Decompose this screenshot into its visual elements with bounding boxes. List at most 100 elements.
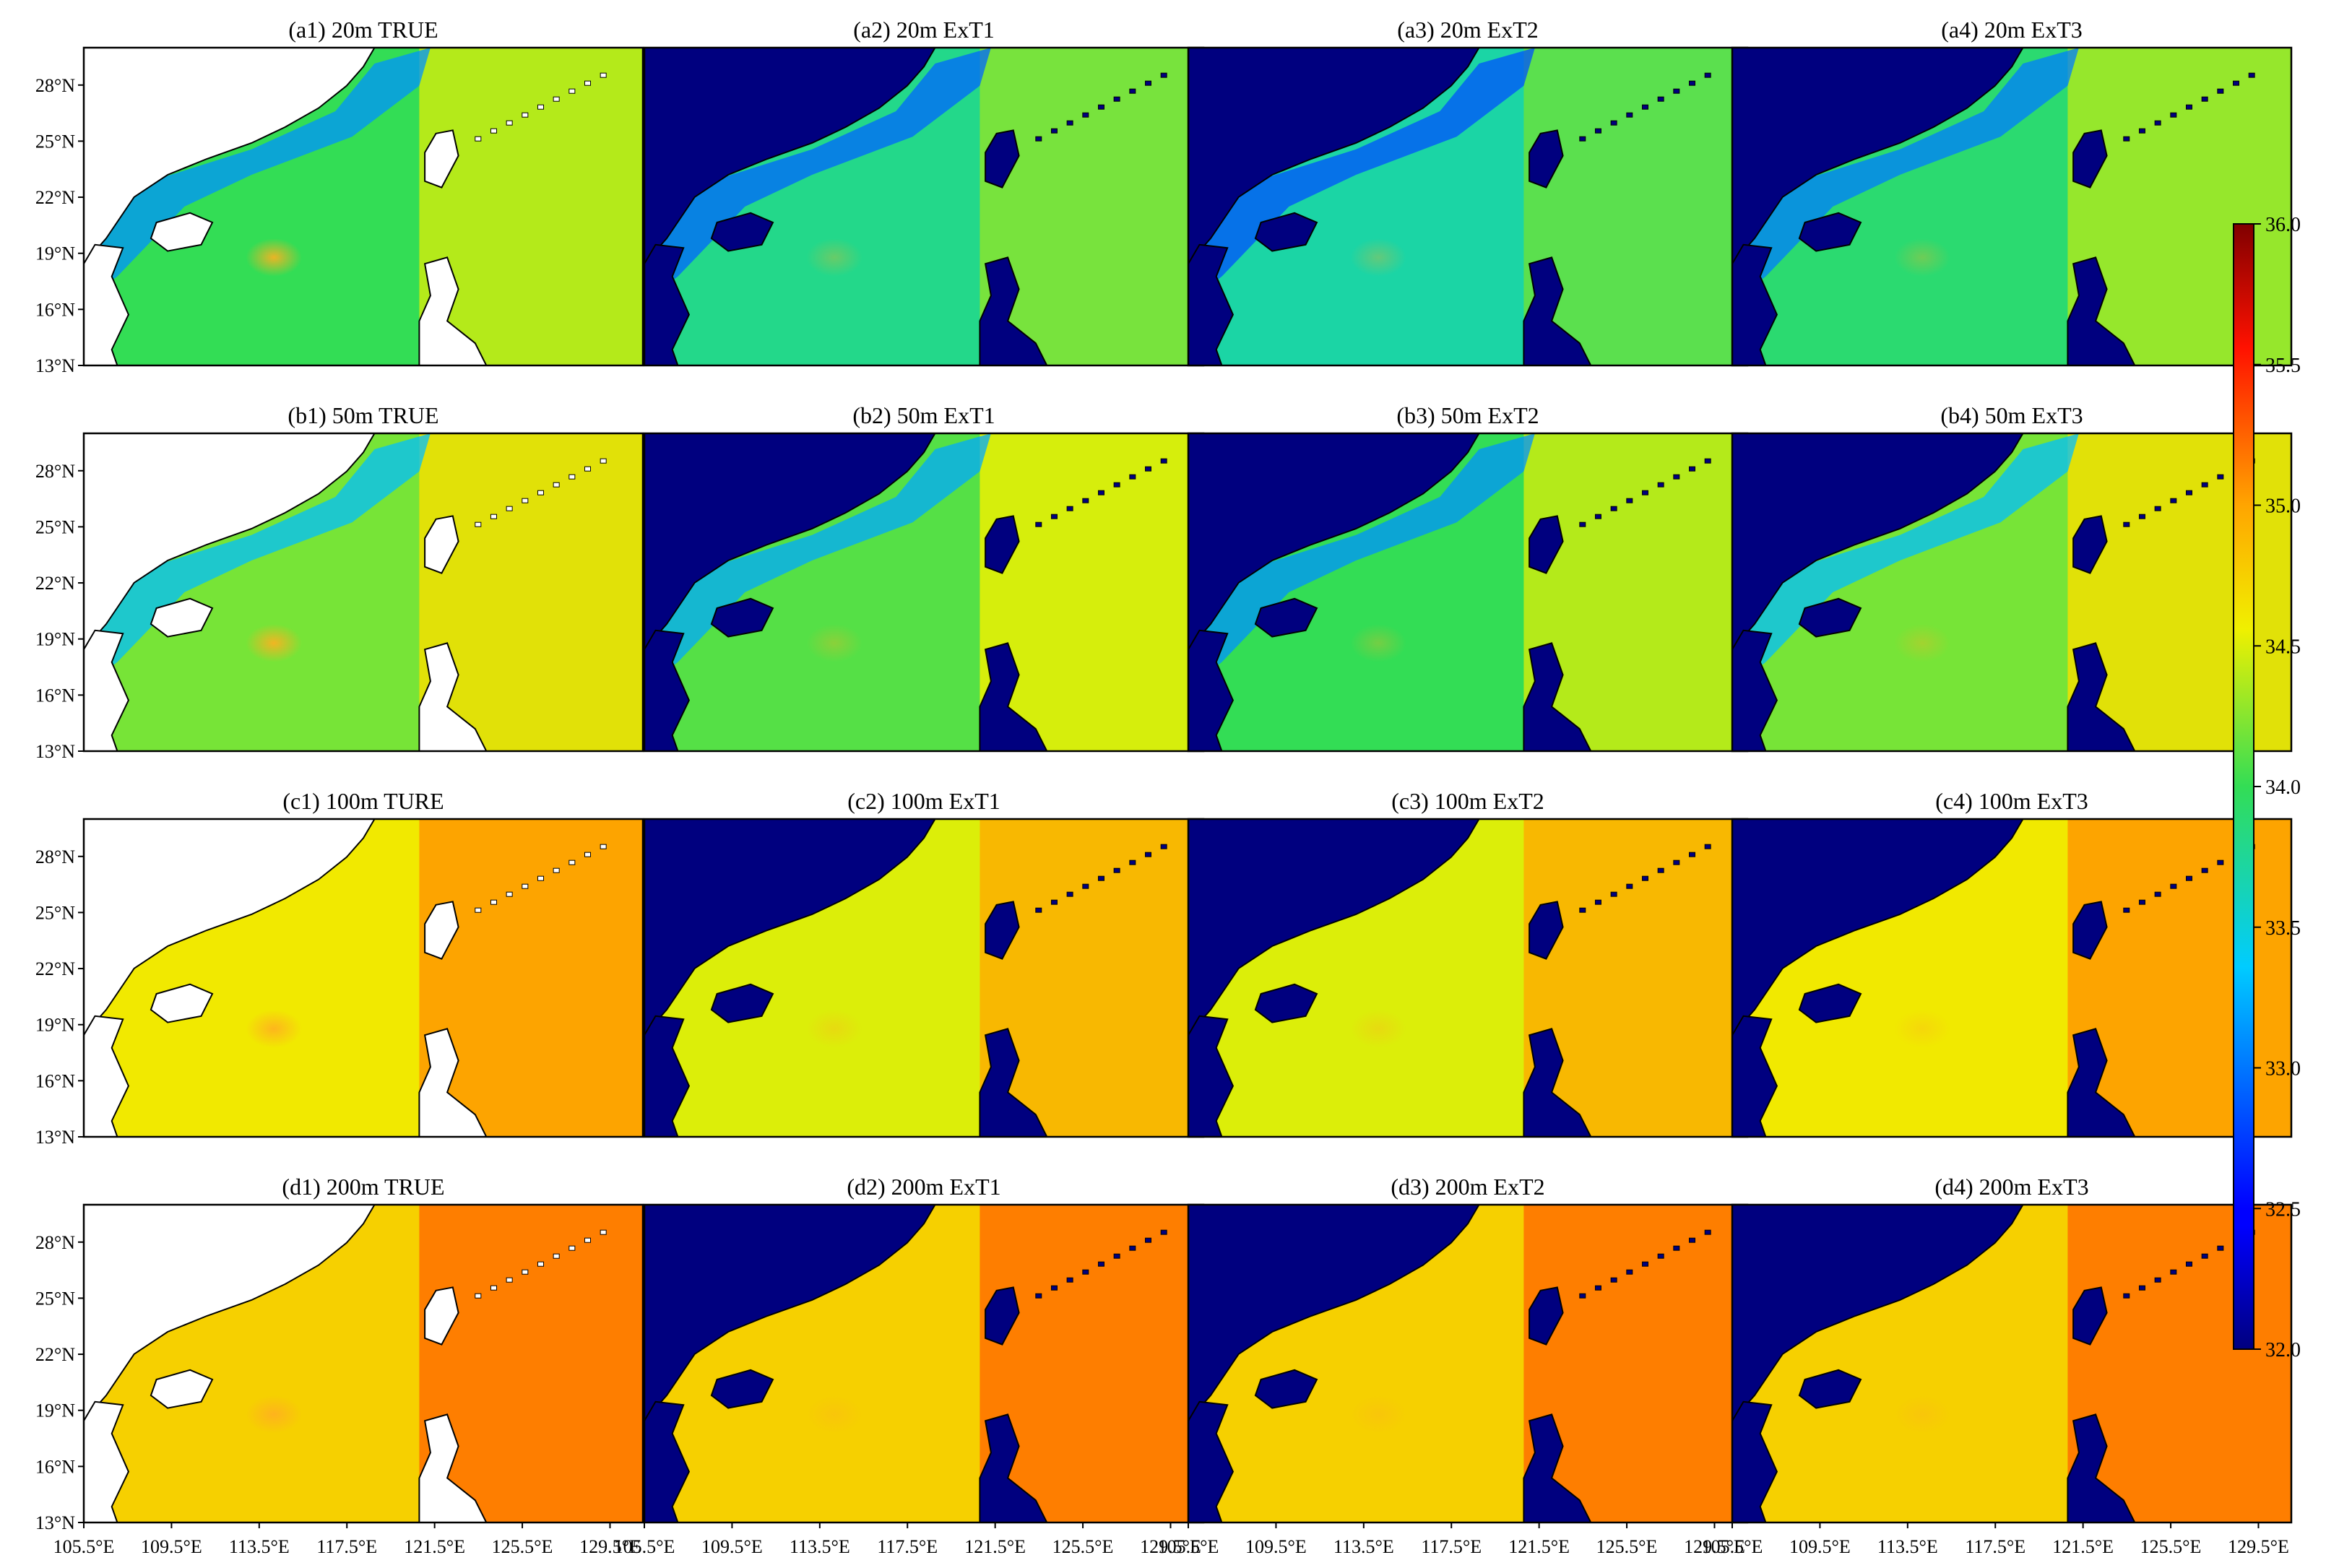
ryukyu-island <box>2170 112 2177 118</box>
x-tick-label: 105.5°E <box>1702 1536 1763 1557</box>
taiwan-island <box>985 515 1020 574</box>
ryukyu-island <box>1704 844 1711 849</box>
colorbar-tick-label: 35.0 <box>2265 495 2301 518</box>
ryukyu-island <box>2185 490 2192 495</box>
ryukyu-island <box>600 458 607 464</box>
y-tick-label: 25°N <box>35 516 75 537</box>
x-tick-label: 121.5°E <box>2052 1536 2114 1557</box>
taiwan-island <box>424 515 459 574</box>
ryukyu-island <box>1050 514 1058 519</box>
ryukyu-island <box>2154 120 2161 126</box>
ryukyu-island <box>1579 521 1586 527</box>
ryukyu-island <box>1594 1285 1601 1291</box>
ryukyu-island <box>1673 859 1680 865</box>
panel-2-1: (b1) 50m TRUE 28°N 25°N 22°N 19°N 16°N 13°N <box>35 402 644 762</box>
x-tick-label: 117.5°E <box>1421 1536 1482 1557</box>
ryukyu-island <box>1113 867 1120 873</box>
panel-kuroshio-region <box>419 819 643 1137</box>
luzon-island <box>1523 1028 1592 1138</box>
y-tick-label: 28°N <box>35 461 75 482</box>
ryukyu-island <box>2138 128 2145 134</box>
x-tick-label: 121.5°E <box>404 1536 465 1557</box>
hainan-island <box>1254 983 1318 1023</box>
ryukyu-island <box>1610 120 1617 126</box>
x-tick-label: 113.5°E <box>1333 1536 1394 1557</box>
ryukyu-island <box>1145 80 1152 86</box>
panel-frame <box>82 818 644 1138</box>
ryukyu-island <box>522 112 529 118</box>
hainan-island <box>710 983 774 1023</box>
ryukyu-island <box>584 466 592 472</box>
ryukyu-island <box>522 883 529 889</box>
ryukyu-island <box>2138 514 2145 519</box>
ryukyu-island <box>2248 72 2255 78</box>
ryukyu-island <box>584 80 592 86</box>
taiwan-island <box>985 129 1020 189</box>
ryukyu-island <box>537 490 544 495</box>
panel-shelf-water <box>84 433 431 688</box>
panel-eddy <box>246 1395 302 1434</box>
luzon-island <box>979 642 1048 752</box>
ryukyu-island <box>1050 899 1058 905</box>
panel-2-4: (b4) 50m ExT3 <box>1731 402 2293 753</box>
ryukyu-island <box>553 1253 560 1259</box>
y-tick-label: 19°N <box>35 243 75 264</box>
ryukyu-island <box>1145 466 1152 472</box>
panel-2-2: (b2) 50m ExT1 <box>643 402 1205 753</box>
hainan-island <box>150 983 214 1023</box>
ryukyu-island <box>2123 136 2130 142</box>
ryukyu-island <box>1129 88 1136 94</box>
panel-eddy <box>1894 1010 1950 1048</box>
colorbar-tick-label: 32.0 <box>2265 1339 2301 1361</box>
panel-frame <box>82 46 644 367</box>
panel-frame <box>1731 1203 2293 1524</box>
ryukyu-island <box>2201 96 2208 102</box>
ryukyu-island <box>1657 1253 1664 1259</box>
panel-shelf-water <box>1732 433 2079 688</box>
colorbar-tick-label: 35.5 <box>2265 355 2301 377</box>
ryukyu-island <box>2170 1269 2177 1275</box>
ryukyu-island <box>2123 907 2130 913</box>
x-tick-label: 105.5°E <box>53 1536 115 1557</box>
ryukyu-island <box>537 875 544 881</box>
panel-title: (c1) 100m TURE <box>282 788 444 814</box>
ryukyu-island <box>1050 128 1058 134</box>
x-tick-label: 113.5°E <box>790 1536 850 1557</box>
panel-3-2: (c2) 100m ExT1 <box>643 788 1205 1138</box>
taiwan-island <box>424 901 459 960</box>
ryukyu-island <box>475 1293 482 1299</box>
ryukyu-island <box>2217 474 2224 480</box>
panel-title: (b3) 50m ExT2 <box>1396 402 1539 428</box>
panel-title: (a4) 20m ExT3 <box>1941 17 2083 43</box>
ryukyu-island <box>506 1277 513 1283</box>
ryukyu-island <box>1579 907 1586 913</box>
luzon-island <box>2067 642 2136 752</box>
colorbar-tick-label: 34.0 <box>2265 776 2301 799</box>
ryukyu-island <box>600 1229 607 1235</box>
panel-4-1: (d1) 200m TRUE 28°N 25°N 22°N 19°N 16°N 13°N 10… <box>35 1174 644 1557</box>
ryukyu-island <box>1066 506 1073 511</box>
panel-eddy <box>1350 624 1406 662</box>
panel-1-2: (a2) 20m ExT1 <box>643 17 1205 367</box>
ryukyu-island <box>600 844 607 849</box>
ryukyu-island <box>1657 96 1664 102</box>
y-tick-label: 19°N <box>35 629 75 650</box>
panel-title: (c2) 100m ExT1 <box>847 788 1000 814</box>
hainan-island <box>710 212 774 252</box>
ryukyu-island <box>1035 136 1042 142</box>
luzon-island <box>979 1413 1048 1523</box>
ryukyu-island <box>2233 80 2240 86</box>
colorbar-tick-label: 32.5 <box>2265 1198 2301 1221</box>
panel-1-3: (a3) 20m ExT2 <box>1187 17 1749 367</box>
panel-kuroshio-region <box>1523 1205 1747 1522</box>
colorbar-tick-label: 33.5 <box>2265 917 2301 940</box>
ryukyu-island <box>1145 852 1152 857</box>
x-tick-label: 113.5°E <box>229 1536 290 1557</box>
hainan-island <box>1798 983 1862 1023</box>
panel-title: (a2) 20m ExT1 <box>853 17 995 43</box>
luzon-island <box>418 642 488 752</box>
ryukyu-island <box>2217 1245 2224 1251</box>
ryukyu-island <box>1626 883 1633 889</box>
colorbar-tick-label: 34.5 <box>2265 636 2301 658</box>
ryukyu-island <box>1160 458 1167 464</box>
